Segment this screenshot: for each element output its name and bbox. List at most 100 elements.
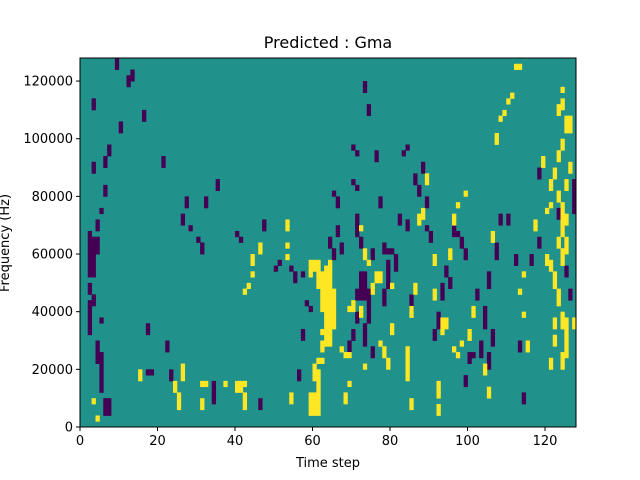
heatmap-cell-high (552, 282, 558, 290)
heatmap-cell-high (564, 340, 569, 347)
heatmap-cell-high (409, 403, 414, 411)
heatmap-cell-high (564, 346, 569, 353)
heatmap-cell-low (103, 403, 108, 411)
heatmap-cell-low (537, 167, 542, 174)
heatmap-cell-high (258, 242, 263, 249)
heatmap-cell-low (351, 328, 356, 336)
heatmap-cell-high (560, 357, 565, 364)
heatmap-cell-high (521, 311, 527, 318)
heatmap-cell-high (176, 392, 182, 399)
heatmap-cell-high (374, 271, 379, 278)
heatmap-cell-high (409, 311, 414, 318)
heatmap-cell-low (300, 328, 306, 336)
heatmap-cell-low (517, 346, 523, 353)
heatmap-cell-high (405, 369, 410, 376)
heatmap-cell-high (490, 230, 496, 238)
heatmap-cell-low (95, 248, 100, 255)
heatmap-cell-low (386, 271, 391, 278)
heatmap-cell-high (564, 121, 569, 128)
heatmap-cell-high (328, 265, 333, 272)
heatmap-cell-low (180, 213, 186, 220)
heatmap-cell-low (378, 202, 383, 209)
heatmap-cell-high (173, 380, 178, 388)
heatmap-cell-low (370, 248, 375, 255)
heatmap-cell-high (204, 380, 209, 388)
heatmap-cell-high (556, 150, 561, 157)
heatmap-cell-low (362, 323, 368, 330)
heatmap-cell-low (328, 236, 333, 243)
heatmap-cell-low (355, 294, 360, 301)
heatmap-cell-high (560, 311, 565, 318)
heatmap-cell-low (448, 277, 453, 284)
heatmap-cell-high (331, 311, 337, 318)
heatmap-cell-high (556, 242, 561, 249)
heatmap-cell-high (552, 334, 558, 341)
heatmap-cell-high (312, 398, 317, 405)
heatmap-cell-low (91, 104, 96, 111)
heatmap-cell-high (362, 363, 368, 370)
heatmap-cell-low (99, 207, 104, 215)
heatmap-cell-high (176, 398, 182, 405)
chart-title: Predicted : Gma (264, 33, 392, 52)
heatmap-cell-high (467, 334, 472, 341)
x-tick-label: 40 (227, 434, 244, 449)
heatmap-cell-high (324, 334, 329, 341)
heatmap-cell-low (87, 259, 93, 266)
heatmap-cell-low (118, 127, 124, 134)
heatmap-cell-low (297, 369, 302, 376)
heatmap-cell-low (362, 282, 368, 290)
heatmap-cell-low (362, 271, 368, 278)
heatmap-cell-low (568, 288, 573, 295)
heatmap-cell-high (444, 323, 449, 330)
heatmap-cell-low (99, 363, 104, 370)
heatmap-cell-low (95, 242, 100, 249)
heatmap-cell-high (176, 403, 182, 411)
heatmap-cell-low (95, 225, 100, 232)
heatmap-cell-high (568, 167, 573, 174)
heatmap-cell-high (285, 225, 290, 232)
heatmap-cell-high (560, 86, 565, 93)
heatmap-cell-high (390, 328, 395, 336)
heatmap-cell-high (370, 288, 375, 295)
plot-frame (79, 57, 577, 428)
heatmap-cell-low (359, 288, 364, 295)
heatmap-cell-high (258, 248, 263, 255)
heatmap-cell-low (572, 184, 577, 192)
heatmap-cell-high (328, 323, 333, 330)
heatmap-cell-low (556, 213, 561, 220)
heatmap-cell-low (95, 357, 100, 364)
heatmap-cell-low (479, 346, 484, 353)
heatmap-cell-high (308, 259, 313, 266)
heatmap-cell-high (138, 369, 143, 376)
heatmap-cell-high (417, 213, 422, 220)
heatmap-cell-high (238, 380, 244, 388)
heatmap-cell-high (498, 115, 503, 122)
heatmap-cell-low (95, 346, 100, 353)
heatmap-cell-high (320, 294, 325, 301)
heatmap-cell-low (409, 294, 414, 301)
heatmap-cell-low (339, 248, 344, 255)
heatmap-cell-low (293, 277, 298, 284)
heatmap-cell-low (359, 271, 364, 278)
heatmap-cell-high (409, 398, 414, 405)
heatmap-cell-high (331, 305, 337, 313)
heatmap-cell-high (510, 92, 515, 99)
heatmap-cell-high (312, 403, 317, 411)
heatmap-cell-low (386, 265, 391, 272)
heatmap-cell-low (463, 380, 468, 388)
heatmap-cell-low (529, 259, 534, 266)
heatmap-cell-low (359, 277, 364, 284)
heatmap-cell-low (362, 288, 368, 295)
heatmap-cell-low (95, 219, 100, 226)
heatmap-cell-low (200, 248, 205, 255)
heatmap-cell-high (320, 340, 325, 347)
heatmap-cell-low (130, 75, 135, 82)
heatmap-cell-high (331, 288, 337, 295)
heatmap-cell-low (289, 265, 294, 272)
heatmap-cell-high (552, 317, 558, 324)
heatmap-cell-high (246, 282, 251, 290)
heatmap-cell-low (258, 403, 263, 411)
heatmap-cell-low (351, 144, 356, 151)
heatmap-cell-low (300, 334, 306, 341)
heatmap-cell-high (328, 334, 333, 341)
